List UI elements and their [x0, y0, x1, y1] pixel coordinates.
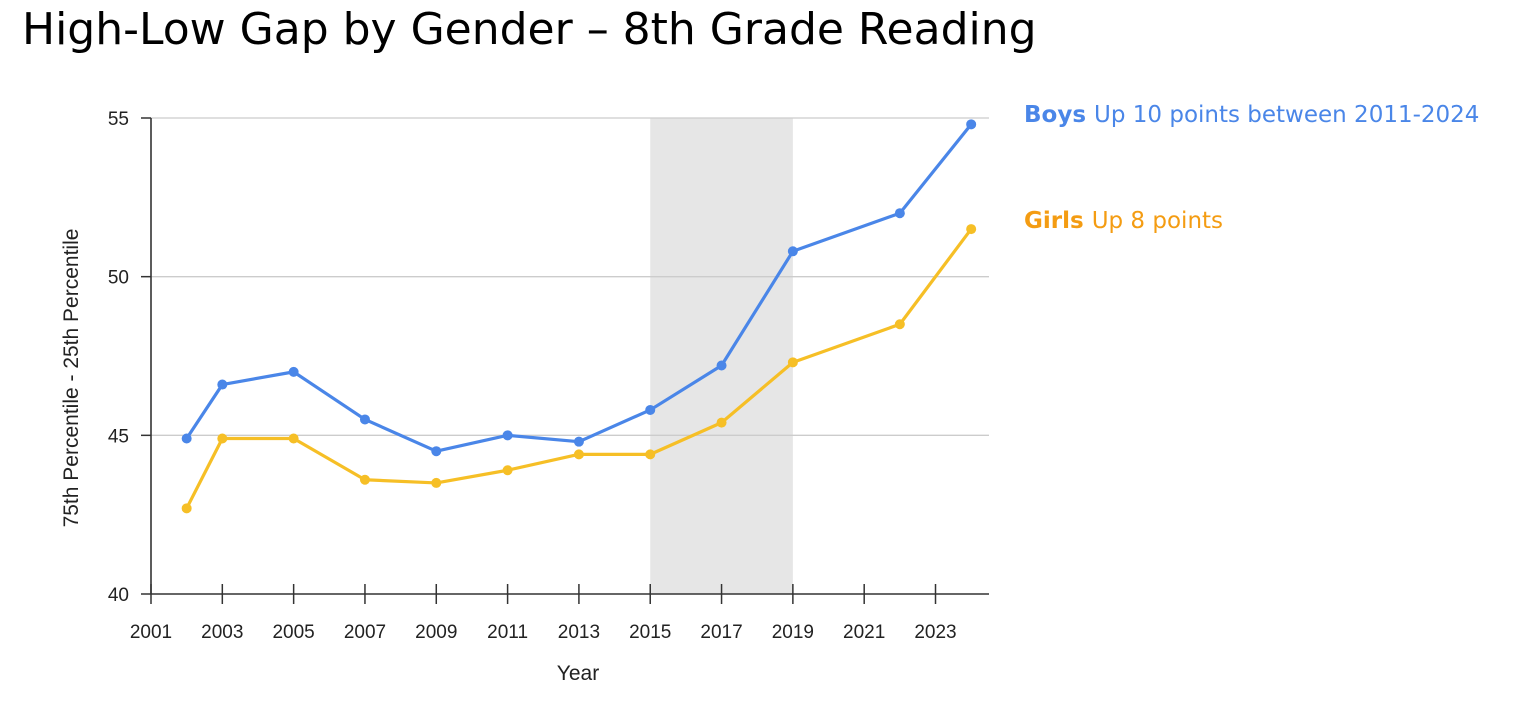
legend-girls-name: Girls: [1024, 208, 1084, 234]
data-point-boys: [894, 208, 905, 219]
data-point-girls: [966, 224, 977, 235]
data-point-girls: [502, 465, 513, 476]
data-point-girls: [894, 319, 905, 330]
legend-boys-name: Boys: [1024, 102, 1087, 128]
x-tick-label: 2015: [629, 622, 671, 643]
y-tick-label: 50: [108, 268, 129, 289]
data-point-boys: [966, 119, 977, 130]
x-tick-label: 2005: [272, 622, 314, 643]
legend-boys: Boys Up 10 points between 2011-2024: [1024, 102, 1479, 128]
data-point-boys: [645, 404, 656, 415]
data-point-girls: [359, 474, 370, 485]
x-tick-label: 2009: [415, 622, 457, 643]
data-point-boys: [431, 446, 442, 457]
data-point-girls: [288, 433, 299, 444]
y-axis-title: 75th Percentile - 25th Percentile: [60, 229, 83, 528]
data-point-boys: [716, 360, 727, 371]
data-point-girls: [787, 357, 798, 368]
data-point-girls: [573, 449, 584, 460]
legend-girls: Girls Up 8 points: [1024, 208, 1223, 234]
data-point-boys: [787, 246, 798, 257]
data-point-boys: [573, 436, 584, 447]
chart-title: High-Low Gap by Gender – 8th Grade Readi…: [22, 4, 1037, 55]
data-point-girls: [431, 477, 442, 488]
legend-boys-text: Up 10 points between 2011-2024: [1094, 102, 1480, 128]
legend-girls-text: Up 8 points: [1091, 208, 1224, 234]
series-line-boys: [185, 123, 973, 453]
data-point-boys: [181, 433, 192, 444]
data-point-girls: [645, 449, 656, 460]
data-point-boys: [217, 379, 228, 390]
data-point-girls: [217, 433, 228, 444]
x-tick-label: 2021: [843, 622, 885, 643]
series-line-girls: [185, 228, 973, 510]
data-point-boys: [359, 414, 370, 425]
data-point-girls: [716, 417, 727, 428]
x-tick-label: 2019: [772, 622, 814, 643]
shaded-region: [650, 118, 793, 594]
y-tick-label: 55: [108, 109, 129, 130]
x-tick-label: 2011: [487, 622, 528, 643]
x-axis-title: Year: [557, 662, 599, 685]
y-tick-label: 45: [108, 426, 129, 447]
x-tick-label: 2003: [201, 622, 243, 643]
data-point-boys: [288, 366, 299, 377]
data-point-girls: [181, 503, 192, 514]
data-point-boys: [502, 430, 513, 441]
x-tick-label: 2001: [130, 622, 172, 643]
x-tick-label: 2013: [558, 622, 600, 643]
x-tick-label: 2007: [344, 622, 386, 643]
x-tick-label: 2023: [914, 622, 956, 643]
x-tick-label: 2017: [700, 622, 742, 643]
y-tick-label: 40: [108, 585, 129, 606]
